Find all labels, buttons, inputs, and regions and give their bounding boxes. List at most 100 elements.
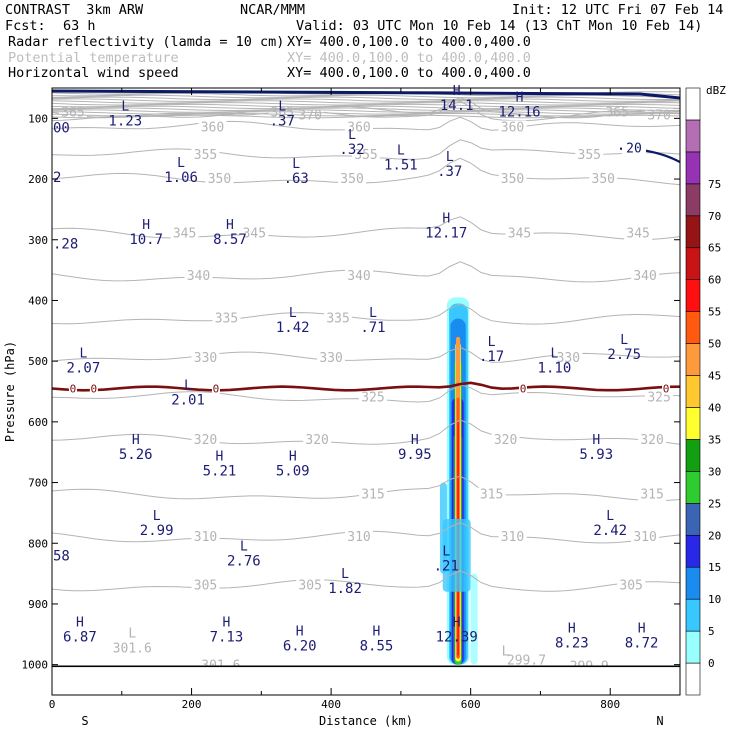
zero-label-bg xyxy=(89,382,98,395)
isentrope-345 xyxy=(51,216,681,241)
isentrope-label-bg xyxy=(617,578,646,593)
zero-wind-label: 0 xyxy=(663,382,670,395)
upper-isentrope xyxy=(51,100,681,104)
wind-extremum-type: L xyxy=(79,346,87,361)
isentrope-label-bg xyxy=(631,530,660,545)
theta-extremum-label: L xyxy=(128,626,136,641)
colorbar-swatch xyxy=(685,503,701,536)
isentrope-label-330: 330 xyxy=(319,351,342,366)
isentrope-label-bg xyxy=(554,351,583,366)
isentrope-label-bg xyxy=(352,147,380,162)
isentrope-label-bg xyxy=(624,226,653,241)
isentrope-305 xyxy=(51,570,681,592)
isentrope-label-345: 345 xyxy=(626,227,649,242)
colorbar-level-label: 15 xyxy=(708,561,721,574)
isentrope-label-320: 320 xyxy=(305,433,328,448)
wind-extremum-value: 7.13 xyxy=(210,629,244,645)
y-tick-label: 300 xyxy=(28,234,48,247)
colorbar-swatch xyxy=(685,566,701,600)
wind-extremum-type: L xyxy=(341,567,349,582)
wind-extremum-value: 6.20 xyxy=(283,638,317,654)
isentrope-label-305: 305 xyxy=(298,579,321,594)
y-tick-label: 500 xyxy=(28,355,48,368)
colorbar-level-label: 0 xyxy=(708,657,715,670)
direction-right: N xyxy=(656,714,663,728)
wind-extremum-type: H xyxy=(226,218,234,233)
isentrope-320 xyxy=(51,419,681,445)
isentrope-label-315: 315 xyxy=(361,488,384,503)
edge-wind-label: 58 xyxy=(53,549,70,565)
reflectivity-streak-2 xyxy=(439,482,447,574)
isentrope-label-350: 350 xyxy=(208,172,231,187)
isentrope-label-bg xyxy=(575,147,604,162)
wind-extremum-value: 12.17 xyxy=(425,226,467,242)
x-tick-label: 800 xyxy=(600,698,620,711)
zero-wind-label: 0 xyxy=(520,382,527,395)
wind-extremum-type: L xyxy=(620,333,628,348)
colorbar-level-label: 50 xyxy=(708,338,721,351)
wind-extremum-type: H xyxy=(453,84,461,99)
colorbar-level-label: 70 xyxy=(708,210,721,223)
x-tick-label: 400 xyxy=(321,698,341,711)
isentrope-label-350: 350 xyxy=(592,172,615,187)
isentrope-label-340: 340 xyxy=(187,269,210,284)
wind-extremum-type: L xyxy=(348,128,356,143)
colorbar-swatch xyxy=(685,311,701,344)
isentrope-label-320: 320 xyxy=(640,433,663,448)
wind-extremum-value: 2.75 xyxy=(607,347,641,363)
y-tick-label: 800 xyxy=(28,537,48,550)
zero-wind-label: 0 xyxy=(70,382,77,395)
wind-extremum-type: H xyxy=(592,433,600,448)
isentrope-label-bg xyxy=(296,578,325,593)
isentrope-label-bg xyxy=(184,269,213,284)
wind-extremum-value: .37 xyxy=(437,164,462,180)
wind-extremum-value: 2.07 xyxy=(67,360,101,376)
field-reflectivity-xy: XY= 400.0,100.0 to 400.0,400.0 xyxy=(287,34,531,50)
colorbar-level-label: 10 xyxy=(708,593,721,606)
wind-extremum-value: 8.72 xyxy=(625,635,659,651)
isentrope-label-360: 360 xyxy=(347,120,370,135)
wind-extremum-type: L xyxy=(289,306,297,321)
wind-extremum-value: 1.82 xyxy=(328,581,362,597)
wind-extremum-type: L xyxy=(278,99,286,114)
isentrope-label-bg xyxy=(324,311,353,326)
wind-extremum-value: 1.06 xyxy=(164,170,198,186)
upper-isentrope xyxy=(51,109,681,113)
wind-extremum-value: 2.01 xyxy=(171,393,205,409)
isentrope-label-355: 355 xyxy=(354,148,377,163)
y-tick-label: 700 xyxy=(28,477,48,490)
upper-isentrope xyxy=(51,102,681,106)
reflectivity-streak-1 xyxy=(470,573,478,665)
wind-extremum-value: 1.42 xyxy=(276,320,310,336)
y-tick-label: 200 xyxy=(28,173,48,186)
isentrope-label-bg xyxy=(589,172,618,187)
colorbar-swatch xyxy=(685,215,701,249)
wind-extremum-value: .21 xyxy=(434,558,459,574)
colorbar-layer: 0 5 10 15 20 25 30 35 40 45 50 55 60 65 70 75 dBZ xyxy=(685,84,726,696)
colorbar-level-label: 30 xyxy=(708,465,721,478)
field-theta: Potential temperature xyxy=(8,50,179,66)
wind-extremum-value: 9.95 xyxy=(398,447,432,463)
colorbar-swatch xyxy=(685,662,701,696)
wind-extremum-type: H xyxy=(142,218,150,233)
jet-contour xyxy=(51,89,681,100)
isentrope-label-bg xyxy=(498,120,527,135)
wind-extremum-value: 6.87 xyxy=(63,629,97,645)
edge-wind-label: 2 xyxy=(53,170,61,186)
isentrope-label-345: 345 xyxy=(173,227,196,242)
colorbar-level-label: 60 xyxy=(708,274,721,287)
isentrope-label-bg xyxy=(631,269,660,284)
upper-isentrope xyxy=(51,103,681,108)
colorbar-swatch xyxy=(685,247,701,280)
colorbar-swatch xyxy=(685,343,701,376)
wind-extremum-value: 5.93 xyxy=(579,447,613,463)
isentrope-label-bg xyxy=(498,530,527,545)
isentrope-label-310: 310 xyxy=(633,530,656,545)
direction-left: S xyxy=(81,714,88,728)
isentrope-label-315: 315 xyxy=(640,488,663,503)
wind-extremum-type: H xyxy=(76,615,84,630)
colorbar-level-label: 20 xyxy=(708,529,721,542)
colorbar-swatch xyxy=(685,151,701,185)
isentrope-label-305: 305 xyxy=(619,579,642,594)
